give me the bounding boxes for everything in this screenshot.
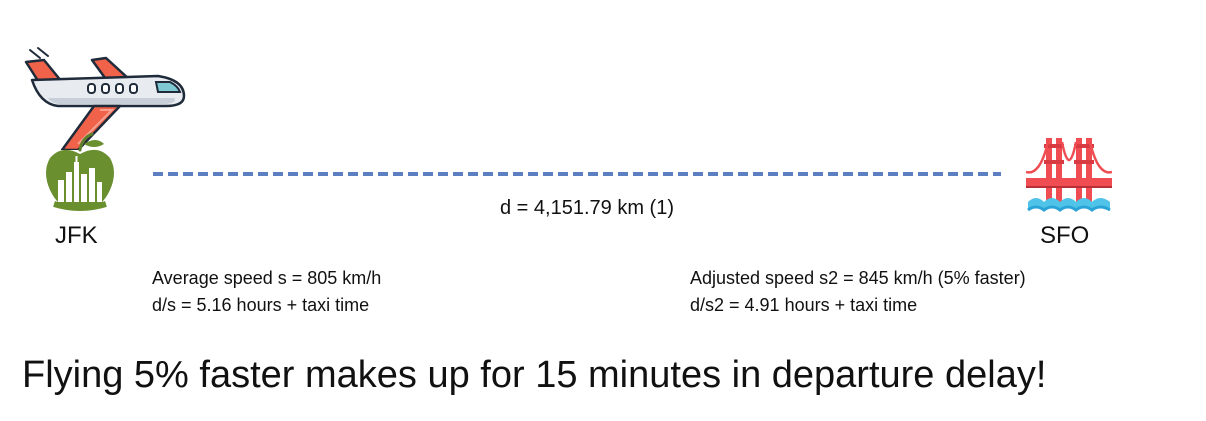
destination-label: SFO [1040, 222, 1090, 249]
headline: Flying 5% faster makes up for 15 minutes… [22, 354, 1047, 396]
adjusted-time-text: d/s2 = 4.91 hours + taxi time [690, 295, 918, 315]
distance-label: d = 4,151.79 km (1) [500, 197, 674, 219]
baseline-calculation: Average speed s = 805 km/h d/s = 5.16 ho… [152, 265, 381, 319]
big-apple-skyline-icon [46, 132, 114, 211]
airplane-icon [24, 47, 186, 150]
origin-label: JFK [55, 222, 98, 249]
baseline-speed-text: Average speed s = 805 km/h [152, 268, 382, 288]
baseline-time-text: d/s = 5.16 hours + taxi time [152, 295, 370, 315]
adjusted-speed-text: Adjusted speed s2 = 845 km/h (5% faster) [690, 268, 1026, 288]
adjusted-calculation: Adjusted speed s2 = 845 km/h (5% faster)… [690, 265, 1026, 319]
route-dashed-line [153, 172, 1001, 176]
golden-gate-bridge-icon [1026, 138, 1112, 212]
